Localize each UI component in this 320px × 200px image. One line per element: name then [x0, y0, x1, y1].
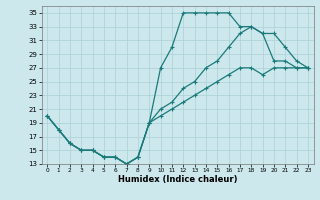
- X-axis label: Humidex (Indice chaleur): Humidex (Indice chaleur): [118, 175, 237, 184]
